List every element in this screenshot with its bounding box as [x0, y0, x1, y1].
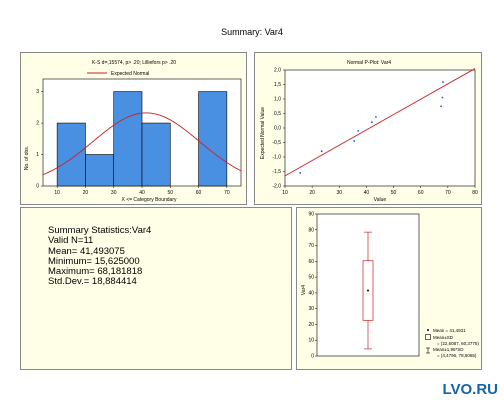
stats-header: Summary Statistics:Var4: [48, 225, 152, 236]
pplot-point: [375, 116, 377, 118]
legend-mean-marker-icon: [427, 329, 429, 331]
histogram-xtick-label: 70: [224, 190, 230, 196]
histogram-panel[interactable]: K-S d=,15574, p> .20; Lilliefors p> .20 …: [20, 52, 247, 205]
pplot-ytick-label: 0,5: [274, 111, 281, 117]
pplot-point: [370, 121, 373, 124]
boxplot-ytick-label: 60: [308, 259, 314, 265]
legend-whisker-range: = (4,4796, 78,5065): [437, 353, 477, 358]
boxplot-ytick-label: 80: [308, 227, 314, 233]
boxplot-ytick-label: 20: [308, 322, 314, 328]
pplot-point: [357, 130, 360, 132]
pplot-plot-area: [284, 69, 476, 187]
pplot-ytick-label: 1,5: [274, 82, 281, 88]
pplot-ytick-label: 0,0: [274, 126, 281, 132]
expected-normal-curve: [42, 112, 242, 176]
pplot-xlabel: Value: [374, 197, 387, 203]
histogram-legend-label: Expected Normal: [111, 71, 149, 77]
pplot-point: [440, 105, 442, 108]
watermark-logo: LVO.RU: [442, 381, 498, 398]
pplot-ytick-label: 1,0: [274, 97, 281, 103]
histogram-chart: K-S d=,15574, p> .20; Lilliefors p> .20 …: [24, 60, 242, 203]
histogram-ytick-label: 1: [36, 152, 39, 158]
histogram-bar: [56, 122, 86, 187]
legend-box-range: = (22,6087, 60,3775): [437, 341, 479, 346]
boxplot-ytick-label: 0: [311, 354, 314, 360]
pplot-ylabel: Expected Normal Value: [260, 107, 266, 159]
legend-mean: Mean = 41,4931: [433, 328, 466, 333]
window-title: Summary: Var4: [221, 27, 283, 37]
boxplot-ytick-label: 50: [308, 275, 314, 281]
boxplot-mean-marker: [367, 289, 369, 292]
pplot-ytick-label: -1,0: [272, 155, 281, 161]
histogram-xtick-label: 20: [83, 190, 89, 196]
histogram-xtick-label: 40: [139, 190, 145, 196]
boxplot-ytick-label: 40: [308, 290, 314, 296]
pplot-xtick-label: 20: [309, 190, 315, 196]
stats-mean: Mean= 41,493075: [48, 245, 125, 257]
pplot-point: [441, 96, 444, 99]
boxplot-ytick-label: 30: [308, 306, 314, 312]
boxplot-chart: Var4 90 80 70 60 50 40 30 20 10 0 Mean = 41,4931 …: [301, 212, 479, 360]
stats-maximum: Maximum= 68,181818: [48, 266, 143, 278]
histogram-xtick-label: 60: [196, 190, 202, 196]
pplot-point: [320, 150, 323, 153]
legend-whisker-label: Mean±1,96*SD: [433, 347, 464, 352]
pplot-point: [442, 81, 444, 84]
stats-valid-n: Valid N=11: [48, 235, 94, 247]
histogram-bar: [141, 122, 171, 187]
histogram-bar: [198, 91, 228, 187]
pplot-ytick-label: 2,0: [274, 68, 281, 74]
pplot-xtick-label: 70: [445, 190, 451, 196]
histogram-xtick-label: 50: [168, 190, 174, 196]
pplot-chart: Normal P-Plot: Var4 Expected Normal Valu…: [260, 60, 478, 203]
histogram-bar: [85, 154, 115, 187]
histogram-xtick-label: 30: [111, 190, 117, 196]
histogram-xtick-label: 10: [54, 190, 60, 196]
pplot-title: Normal P-Plot: Var4: [347, 60, 391, 66]
boxplot-ytick-label: 70: [308, 243, 314, 249]
summary-statistics: Summary Statistics:Var4 Valid N=11 Mean=…: [48, 225, 152, 288]
stats-panel[interactable]: [20, 207, 292, 370]
pplot-ytick-label: -1,5: [272, 169, 281, 175]
histogram-bar: [113, 91, 143, 187]
histogram-title: K-S d=,15574, p> .20; Lilliefors p> .20: [92, 60, 176, 66]
legend-box-icon: [425, 334, 431, 340]
pplot-fit-line: [284, 68, 476, 177]
histogram-xlabel: X <= Category Boundary: [121, 197, 177, 203]
boxplot-ylabel: Var4: [301, 285, 307, 295]
boxplot-legend: Mean = 41,4931 Mean±SD = (22,6087, 60,37…: [425, 328, 479, 358]
pplot-point: [353, 140, 356, 142]
histogram-ytick-label: 2: [36, 121, 39, 127]
histogram-ytick-label: 0: [36, 184, 39, 190]
pplot-xtick-label: 10: [282, 190, 288, 196]
boxplot-ytick-label: 90: [308, 212, 314, 218]
legend-box-label: Mean±SD: [433, 335, 454, 340]
stats-minimum: Minimum= 15,625000: [48, 255, 140, 267]
pplot-ytick-label: -2,0: [272, 184, 281, 190]
pplot-xtick-label: 50: [391, 190, 397, 196]
pplot-panel[interactable]: Normal P-Plot: Var4 Expected Normal Valu…: [254, 52, 482, 205]
pplot-point: [299, 172, 302, 174]
pplot-ytick-label: -0,5: [272, 140, 281, 146]
histogram-ytick-label: 3: [36, 89, 39, 95]
pplot-xtick-label: 30: [337, 190, 343, 196]
pplot-xtick-label: 40: [364, 190, 370, 196]
legend-whisker-icon: [426, 347, 430, 354]
boxplot-ytick-label: 10: [308, 338, 314, 344]
histogram-ylabel: No. of obs.: [24, 146, 30, 170]
pplot-xtick-label: 80: [472, 190, 478, 196]
stats-stddev: Std.Dev.= 18,884414: [48, 276, 137, 288]
boxplot-panel[interactable]: Var4 90 80 70 60 50 40 30 20 10 0 Mean = 41,4931 …: [296, 207, 482, 370]
pplot-xtick-label: 60: [418, 190, 424, 196]
